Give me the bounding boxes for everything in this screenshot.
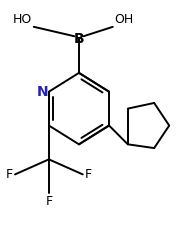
Text: B: B xyxy=(74,32,84,46)
Text: F: F xyxy=(85,168,92,181)
Text: OH: OH xyxy=(115,13,134,26)
Text: F: F xyxy=(6,168,13,181)
Text: F: F xyxy=(45,195,52,208)
Text: N: N xyxy=(36,85,48,99)
Text: HO: HO xyxy=(13,13,32,26)
